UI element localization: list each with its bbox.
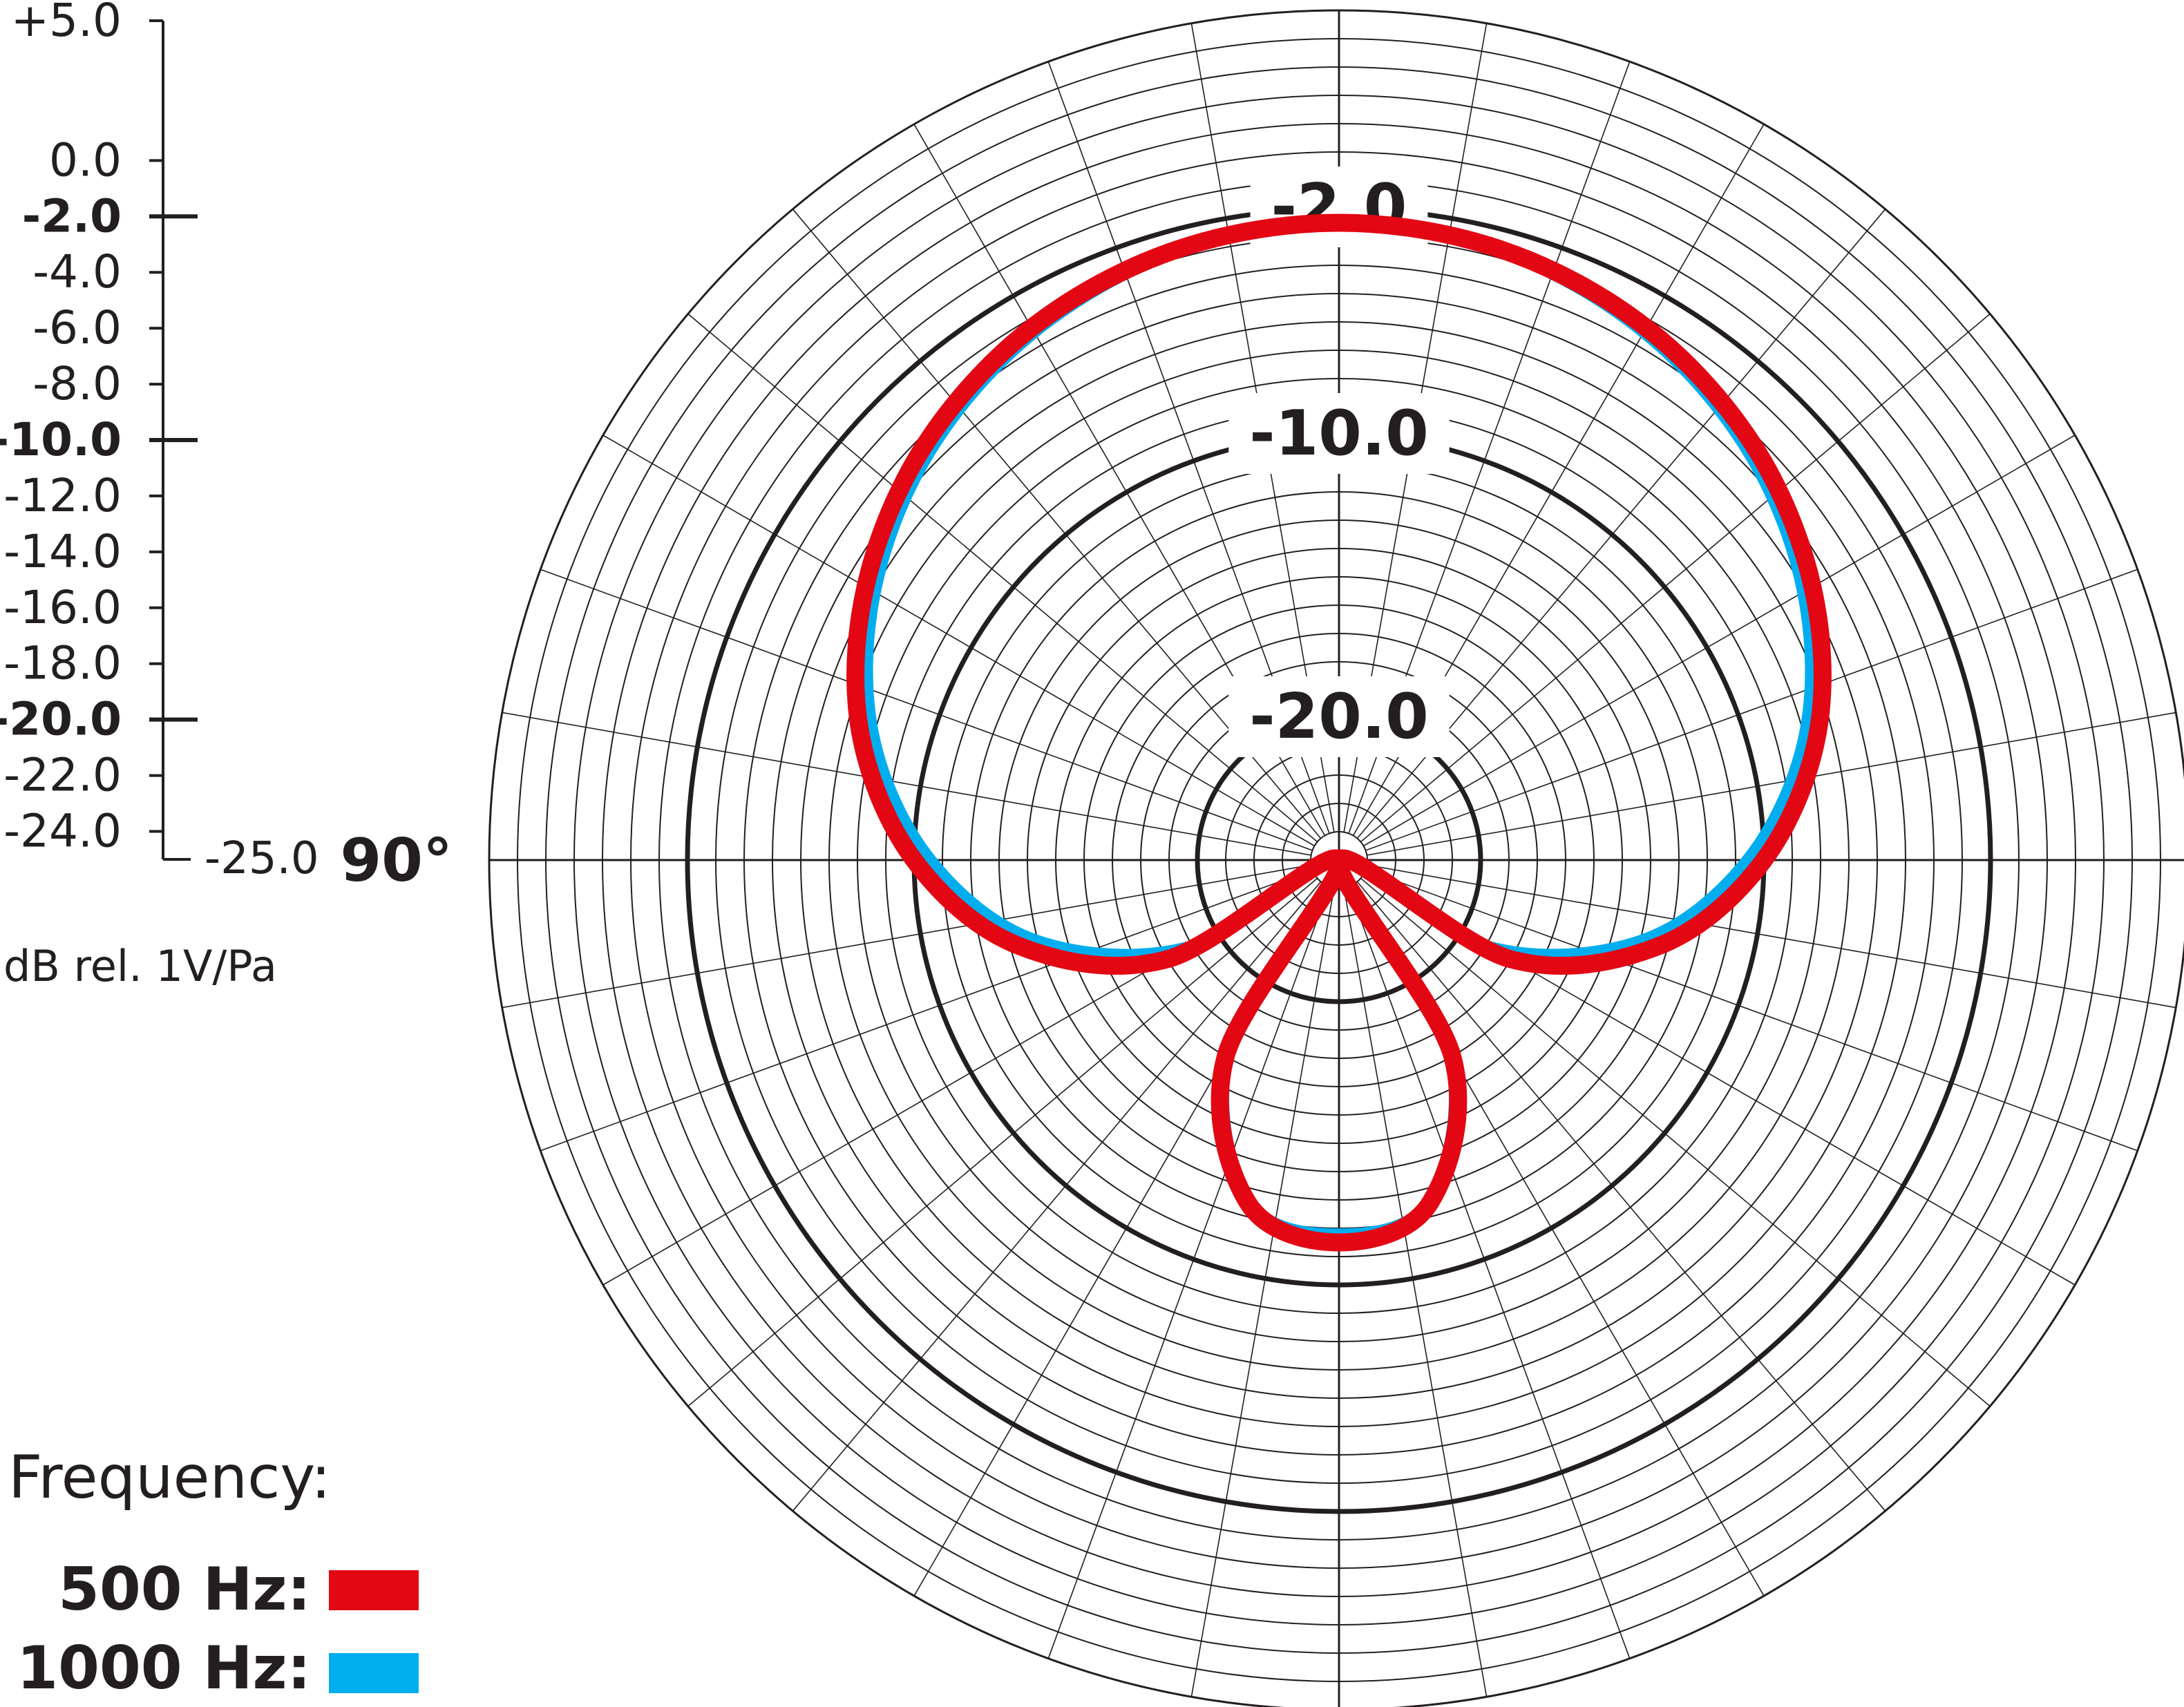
angle-spoke: [502, 864, 1311, 1009]
scale-tick-label: -18.0: [3, 637, 122, 690]
angle-spoke: [792, 881, 1322, 1511]
scale-tick-label: -14.0: [3, 525, 122, 578]
unit-label: dB rel. 1V/Pa: [3, 941, 277, 991]
legend-label-1000hz: 1000 Hz:: [17, 1634, 311, 1703]
angle-spoke: [1356, 881, 1886, 1511]
scale-tick-label: -4.0: [32, 245, 122, 298]
angle-spoke: [1190, 888, 1335, 1697]
angle-spoke: [1365, 569, 2138, 851]
scale-tick-label: -10.0: [0, 413, 122, 466]
legend-title: Frequency:: [8, 1443, 331, 1512]
angle-label-90: 90°: [340, 826, 453, 895]
angle-spoke: [1348, 886, 1631, 1659]
angle-spoke: [1343, 888, 1488, 1697]
angle-spoke: [1047, 886, 1330, 1659]
legend-swatch-500hz: [329, 1570, 419, 1610]
angle-spoke: [687, 877, 1318, 1407]
angle-spoke: [540, 869, 1313, 1152]
legend: Frequency: 500 Hz: 1000 Hz:: [8, 1443, 419, 1703]
angle-spoke: [540, 569, 1313, 851]
angle-spoke: [1360, 313, 1991, 843]
scale-tick-label: 0.0: [49, 133, 122, 187]
angle-spoke: [1367, 712, 2176, 856]
ring-label-backdrop: [1228, 676, 1450, 757]
angle-spoke: [1365, 869, 2138, 1152]
angle-spoke: [602, 435, 1315, 847]
angle-spoke: [1360, 877, 1991, 1407]
angle-spoke: [687, 313, 1318, 843]
angle-spoke: [502, 712, 1311, 856]
scale-tick-label: -24.0: [3, 805, 122, 858]
scale-tick-label: -6.0: [32, 301, 122, 354]
scale-tick-label: -25.0: [205, 833, 319, 884]
ring-label: -20.0: [1249, 680, 1428, 753]
scale-tick-label: -22.0: [3, 749, 122, 802]
pattern-curves: [846, 213, 1832, 1252]
angle-spoke: [1363, 435, 2076, 847]
scale-tick-label: -8.0: [32, 357, 122, 410]
scale-tick-label: +5.0: [11, 0, 122, 47]
legend-swatch-1000hz: [329, 1653, 419, 1693]
scale-tick-label: -20.0: [0, 693, 122, 746]
series-curve-500hz: [846, 213, 1832, 1252]
scale-tick-label: -16.0: [3, 581, 122, 634]
db-scale: +5.00.0-2.0-4.0-6.0-8.0-10.0-12.0-14.0-1…: [0, 0, 319, 884]
angle-spoke: [1367, 864, 2176, 1009]
legend-label-500hz: 500 Hz:: [58, 1555, 311, 1624]
ring-label-backdrop: [1228, 393, 1450, 474]
scale-tick-label: -12.0: [3, 469, 122, 522]
ring-label: -10.0: [1249, 397, 1428, 470]
scale-tick-label: -2.0: [22, 189, 122, 242]
